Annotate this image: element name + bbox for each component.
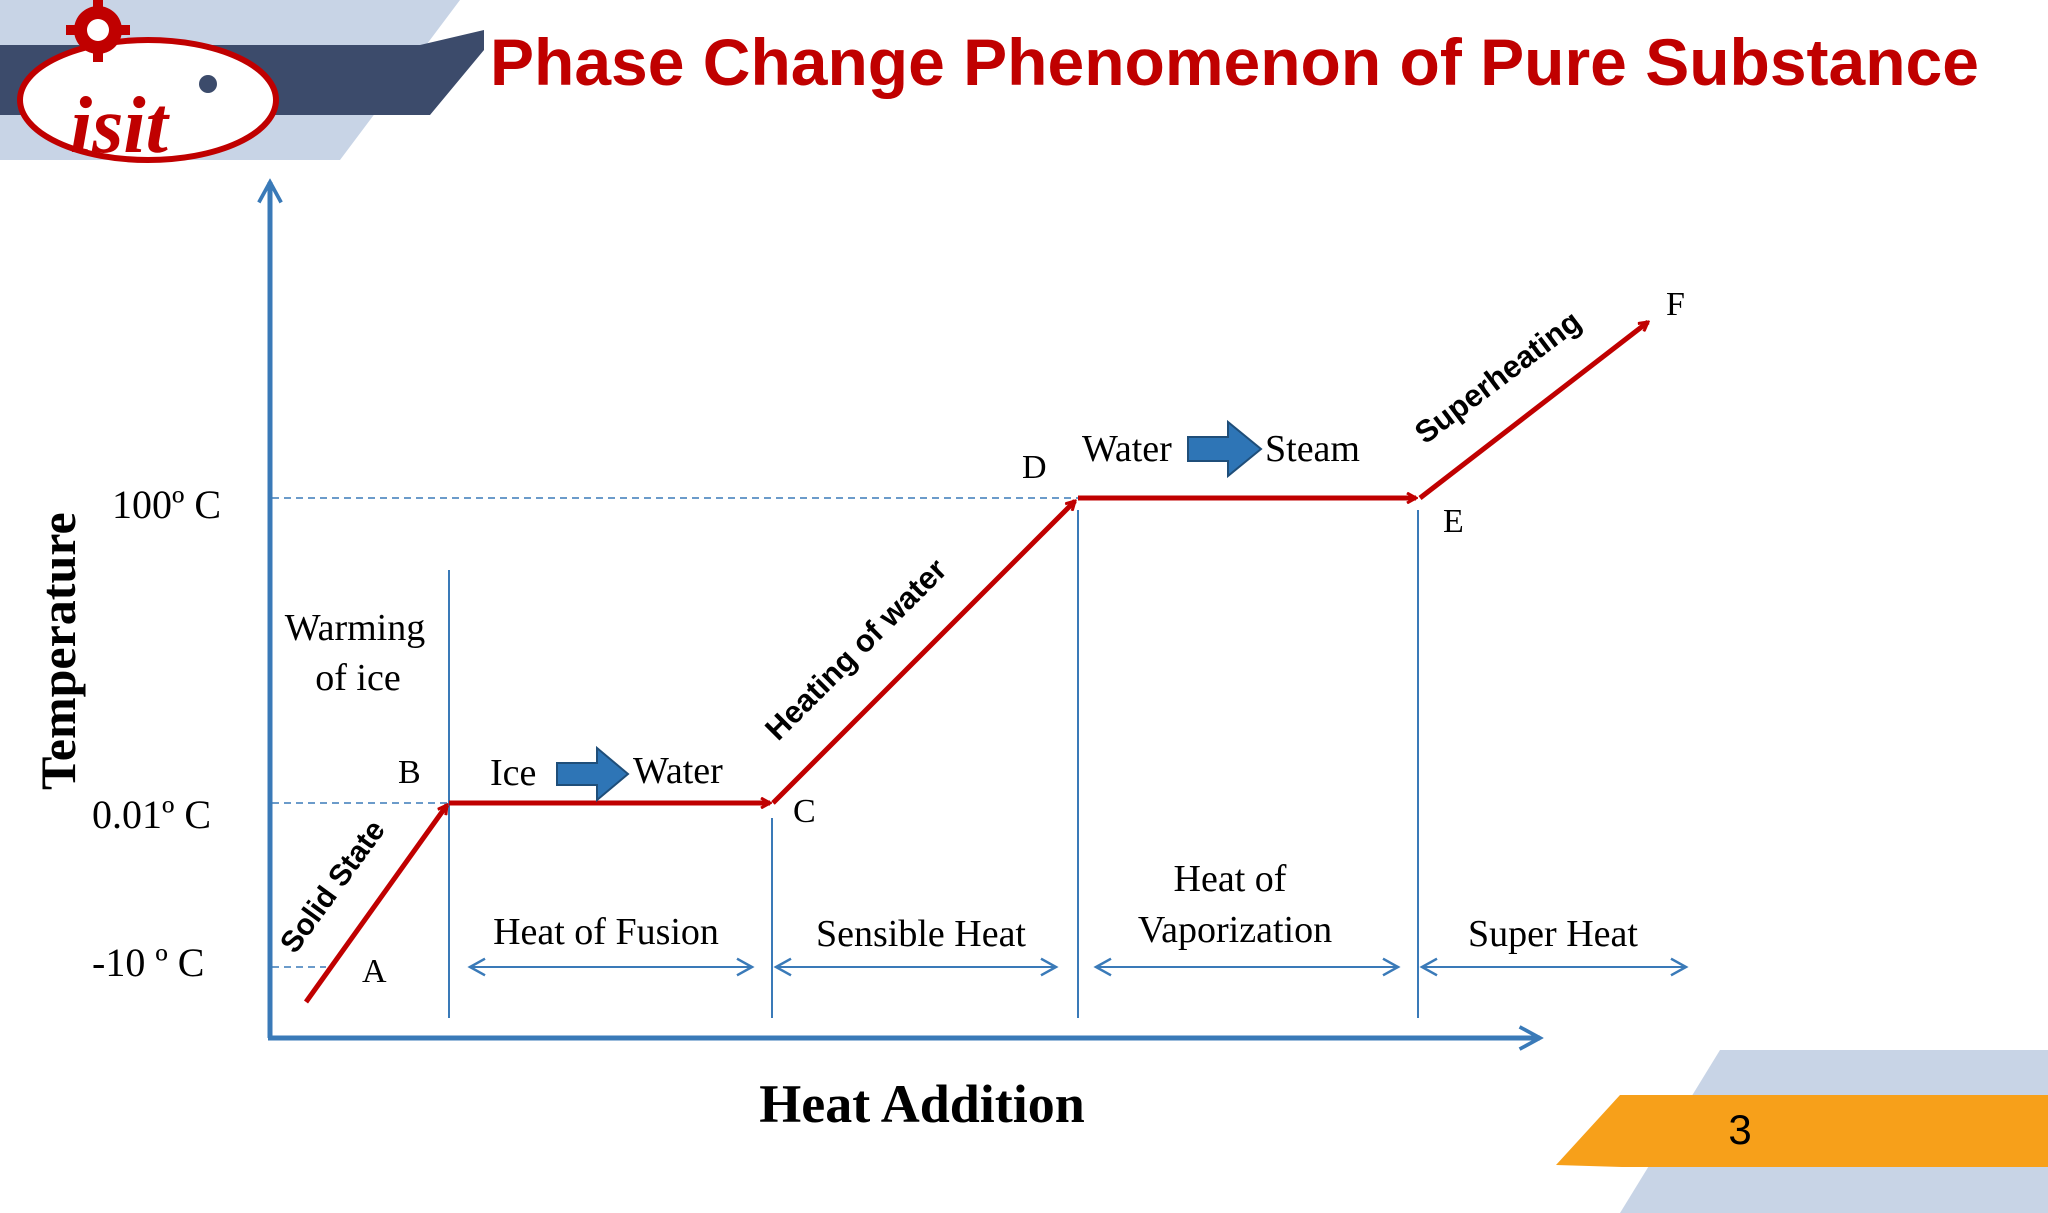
sensible-heat-label: Sensible Heat: [816, 913, 1026, 955]
vaporization-from-label: Water: [1082, 428, 1172, 470]
point-b: B: [398, 754, 421, 791]
point-d: D: [1022, 449, 1047, 486]
gear-icon: [66, 0, 130, 62]
footer-orange-band: [1556, 1095, 2048, 1167]
y-axis-label: Temperature: [30, 512, 86, 790]
segment-e-f: [1418, 320, 1648, 500]
page-number: 3: [1728, 1106, 1752, 1153]
solid-state-label: Solid State: [274, 814, 392, 959]
warming-label-line2: of ice: [315, 657, 400, 699]
point-e: E: [1443, 503, 1464, 540]
fusion-to-label: Water: [633, 750, 723, 792]
segment-c-d: [771, 501, 1075, 805]
heat-of-vaporization-label-line1: Heat of: [1174, 858, 1287, 900]
logo: isit: [17, 0, 279, 170]
point-c: C: [793, 793, 816, 830]
footer-banner: [1556, 1050, 2048, 1213]
segment-a-b: [303, 805, 450, 1004]
fusion-from-label: Ice: [490, 752, 536, 794]
x-axis-label: Heat Addition: [759, 1074, 1085, 1134]
fusion-block-arrow-icon: [556, 745, 630, 803]
temp-label-100: 100º C: [112, 482, 221, 527]
heat-of-vaporization-label-line2: Vaporization: [1138, 909, 1332, 951]
temp-label-minus10: -10 º C: [92, 940, 204, 985]
point-f: F: [1666, 286, 1685, 323]
point-a: A: [362, 953, 387, 990]
superheating-label: Superheating: [1408, 303, 1587, 450]
warming-label-line1: Warming: [285, 607, 425, 649]
logo-text: isit: [70, 82, 171, 170]
vaporization-block-arrow-icon: [1187, 419, 1263, 479]
header-banner: isit: [0, 0, 484, 170]
heat-of-fusion-label: Heat of Fusion: [493, 911, 719, 953]
vaporization-to-label: Steam: [1265, 428, 1360, 470]
super-heat-label: Super Heat: [1468, 913, 1638, 955]
temp-label-001: 0.01º C: [92, 792, 211, 837]
small-gear-icon: [199, 75, 217, 93]
slide-title: Phase Change Phenomenon of Pure Substanc…: [490, 25, 1979, 99]
